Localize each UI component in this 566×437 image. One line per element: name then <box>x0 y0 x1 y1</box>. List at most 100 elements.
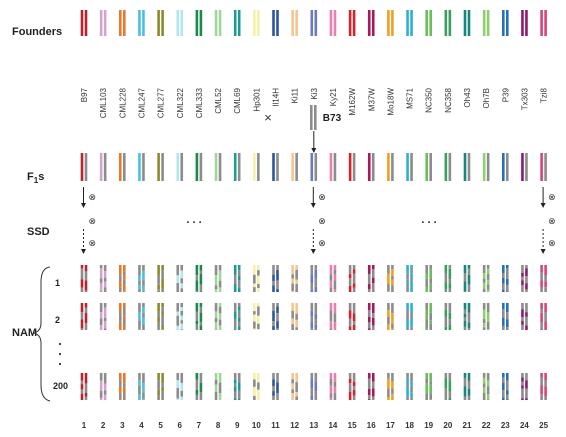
nam-chromosome-CML247-left <box>138 394 141 400</box>
nam-chromosome-CML322-right <box>180 278 184 284</box>
nam-chromosome-CML247-right <box>142 270 145 281</box>
founder-label-CML103: CML103 <box>99 87 108 118</box>
nam-chromosome-Tzi8-left <box>540 265 543 273</box>
nam-chromosome-CML103-right <box>103 317 107 322</box>
nam-chromosome-M162W-left <box>348 303 352 311</box>
nam-chromosome-CML333-left <box>195 379 199 391</box>
nam-chromosome-Tzi8-right <box>544 321 547 330</box>
nam-chromosome-CML69-left <box>233 387 237 392</box>
nam-chromosome-Oh43-left <box>463 317 467 321</box>
nam-chromosome-Tx303-left <box>521 309 524 318</box>
nam-chromosome-Tzi8-left <box>540 385 543 395</box>
family-number-11: 11 <box>271 421 280 430</box>
nam-chromosome-CML322-left <box>176 311 180 316</box>
ssd-arrow-lower-head <box>81 249 86 254</box>
f1-chromosome-CML333-left <box>195 153 199 181</box>
nam-chromosome-Tx303-left <box>521 321 524 325</box>
nam-chromosome-CML247-right <box>142 383 145 393</box>
founder-chromosome-Tzi8-right <box>544 10 547 36</box>
nam-chromosome-NC350-right <box>429 283 432 290</box>
nam-chromosome-CML322-right <box>180 288 184 292</box>
nam-chromosome-CML52-right <box>218 325 222 330</box>
nam-chromosome-Oh43-left <box>463 303 467 310</box>
nam-chromosome-P39-right <box>506 291 509 292</box>
nam-chromosome-CML103-right <box>103 303 107 308</box>
nam-chromosome-CML69-right <box>237 288 241 292</box>
nam-chromosome-Ki3-left <box>310 373 314 380</box>
nam-chromosome-CML247-left <box>138 285 141 290</box>
f1-chromosome-CML69-left <box>233 153 237 181</box>
nam-chromosome-CML69-left <box>233 329 237 330</box>
founder-label-Mo18W: Mo18W <box>386 88 395 116</box>
nam-chromosome-Ki11-right <box>295 327 298 330</box>
nam-chromosome-Ki3-right <box>314 318 318 325</box>
nam-chromosome-Oh43-left <box>463 309 467 314</box>
nam-chromosome-Ki11-right <box>295 284 298 292</box>
nam-chromosome-NC350-left <box>425 278 428 288</box>
nam-chromosome-M162W-right <box>352 269 356 274</box>
nam-chromosome-Tx303-right <box>525 388 528 399</box>
nam-chromosome-Tzi8-right <box>544 312 547 322</box>
founder-chromosome-CML69-left <box>233 10 237 36</box>
nam-chromosome-MS71-right <box>410 318 413 327</box>
founder-chromosome-CML247-left <box>138 10 141 36</box>
nam-chromosome-Tzi8-right <box>544 281 547 288</box>
nam-chromosome-Hp301-left <box>253 274 256 284</box>
nam-chromosome-MS71-left <box>406 310 409 320</box>
nam-chromosome-NC358-right <box>448 391 452 398</box>
nam-chromosome-M37W-left <box>367 310 371 317</box>
nam-chromosome-CML277-left <box>157 380 160 390</box>
nam-chromosome-NC350-right <box>429 289 432 292</box>
nam-chromosome-CML277-left <box>157 265 160 276</box>
nam-chromosome-Oh43-right <box>467 322 471 328</box>
nam-chromosome-Tzi8-left <box>540 303 543 310</box>
nam-chromosome-CML322-left <box>176 265 180 276</box>
nam-chromosome-CML277-right <box>161 303 164 308</box>
nam-chromosome-Ki11-right <box>295 373 298 383</box>
nam-chromosome-B97-right <box>84 323 88 330</box>
nam-chromosome-Tx303-right <box>525 316 528 326</box>
nam-chromosome-P39-left <box>502 273 505 278</box>
nam-chromosome-Oh43-right <box>467 268 471 275</box>
nam-chromosome-Ki3-right <box>314 278 318 287</box>
nam-chromosome-Hp301-right <box>257 306 260 316</box>
nam-chromosome-CML277-right <box>161 391 164 400</box>
nam-chromosome-Hp301-left <box>253 287 256 292</box>
f1-chromosome-Oh7B-left <box>482 153 486 181</box>
nam-chromosome-CML103-right <box>103 281 107 288</box>
nam-chromosome-M37W-left <box>367 373 371 379</box>
founder-chromosome-CML247-right <box>142 10 145 36</box>
founder-label-B97: B97 <box>80 87 89 102</box>
nam-chromosome-MS71-right <box>410 326 413 330</box>
nam-chromosome-Tx303-left <box>521 265 524 273</box>
nam-chromosome-CML69-left <box>233 391 237 398</box>
nam-chromosome-Tx303-left <box>521 398 524 400</box>
nam-chromosome-Hp301-right <box>257 303 260 307</box>
nam-chromosome-CML247-left <box>138 329 141 330</box>
nam-chromosome-Ky21-left <box>329 393 333 398</box>
nam-chromosome-M162W-left <box>348 285 352 292</box>
nam-chromosome-CML228-left <box>119 281 122 288</box>
nam-chromosome-CML69-right <box>237 317 241 322</box>
nam-chromosome-CML322-right <box>180 329 184 330</box>
nam-chromosome-Il14H-right <box>276 303 279 307</box>
nam-chromosome-Oh43-right <box>467 327 471 330</box>
nam-chromosome-P39-right <box>506 380 509 391</box>
nam-chromosome-Il14H-right <box>276 306 279 314</box>
nam-chromosome-Ky21-left <box>329 385 333 394</box>
f1-chromosome-Tzi8-right <box>544 153 547 181</box>
f1-chromosome-Hp301-left <box>253 153 256 181</box>
nam-chromosome-M37W-left <box>367 316 371 323</box>
nam-chromosome-CML103-left <box>99 373 103 381</box>
nam-chromosome-B97-left <box>80 393 84 400</box>
nam-chromosome-Oh7B-left <box>482 318 486 324</box>
nam-chromosome-Hp301-left <box>253 373 256 380</box>
family-number-3: 3 <box>120 421 125 430</box>
nam-chromosome-CML247-left <box>138 265 141 276</box>
nam-chromosome-M37W-left <box>367 322 371 329</box>
nam-chromosome-CML333-right <box>199 303 203 307</box>
nam-chromosome-NC358-left <box>444 326 448 330</box>
founder-chromosome-CML228-right <box>123 10 126 36</box>
nam-chromosome-CML277-left <box>157 322 160 330</box>
founder-chromosome-Hp301-right <box>257 10 260 36</box>
